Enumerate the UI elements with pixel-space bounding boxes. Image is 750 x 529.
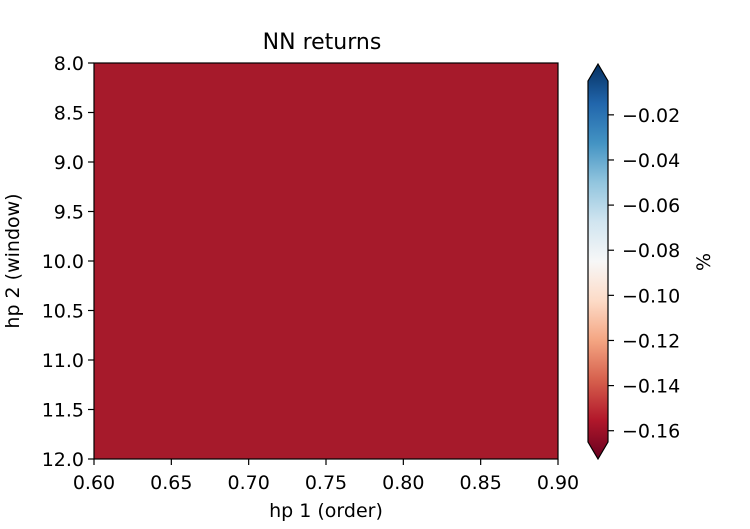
x-axis-label: hp 1 (order) [269, 500, 383, 522]
x-tick-label: 0.70 [228, 472, 270, 494]
heatmap-field [94, 63, 558, 459]
y-tick-label: 10.5 [42, 301, 84, 323]
y-tick-label: 9.5 [54, 202, 84, 224]
y-axis-label: hp 2 (window) [2, 193, 24, 328]
x-axis: 0.60 0.65 0.70 0.75 0.80 0.85 0.90 [73, 459, 579, 494]
colorbar-gradient [587, 62, 609, 461]
colorbar-label: % [693, 253, 715, 271]
colorbar-tick-label: −0.16 [622, 421, 680, 443]
x-tick-label: 0.80 [382, 472, 424, 494]
chart-title: NN returns [263, 30, 382, 55]
y-tick-label: 12.0 [42, 449, 84, 471]
colorbar-tick-label: −0.12 [622, 330, 680, 352]
colorbar: −0.02 −0.04 −0.06 −0.08 −0.10 −0.12 −0.14 −0.16… [587, 62, 715, 461]
colorbar-tick-label: −0.06 [622, 195, 680, 217]
y-tick-label: 8.0 [54, 53, 84, 75]
x-tick-label: 0.85 [460, 472, 502, 494]
x-tick-label: 0.65 [150, 472, 192, 494]
colorbar-tick-label: −0.08 [622, 240, 680, 262]
colorbar-ticks: −0.02 −0.04 −0.06 −0.08 −0.10 −0.12 −0.14 −0.16 [608, 105, 680, 443]
colorbar-tick-label: −0.04 [622, 150, 680, 172]
y-tick-label: 9.0 [54, 152, 84, 174]
colorbar-tick-label: −0.02 [622, 105, 680, 127]
colorbar-tick-label: −0.10 [622, 285, 680, 307]
y-tick-label: 10.0 [42, 251, 84, 273]
y-axis: 8.0 8.5 9.0 9.5 10.0 10.5 11.0 11.5 12.0 [42, 53, 94, 471]
x-tick-label: 0.90 [537, 472, 579, 494]
y-tick-label: 11.0 [42, 350, 84, 372]
x-tick-label: 0.75 [305, 472, 347, 494]
y-tick-label: 11.5 [42, 400, 84, 422]
x-tick-label: 0.60 [73, 472, 115, 494]
y-tick-label: 8.5 [54, 103, 84, 125]
colorbar-tick-label: −0.14 [622, 376, 680, 398]
